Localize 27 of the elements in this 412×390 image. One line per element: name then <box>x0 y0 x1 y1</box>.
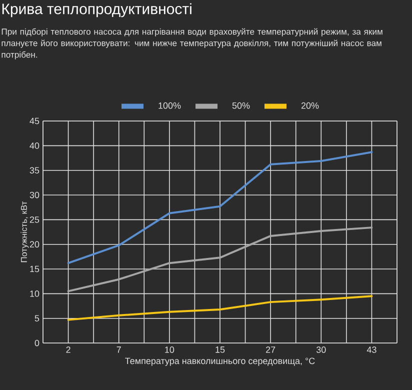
legend-label: 100% <box>158 102 181 109</box>
y-tick-label: 45 <box>30 118 40 124</box>
x-tick-label: 27 <box>266 346 276 353</box>
line-series <box>67 226 373 292</box>
y-tick-label: 10 <box>30 290 40 297</box>
line-series <box>67 295 373 321</box>
y-tick-label: 30 <box>30 192 40 198</box>
line-series <box>67 151 373 264</box>
x-tick-label: 10 <box>165 346 174 353</box>
chart-subtitle: При підборі теплового насоса для нагрівання води враховуйте температурний режим, за яким плануєте його використовувати: чим нижче температура довкілля, тим потужніший насос вам потрібен. <box>2 28 382 60</box>
y-tick-label: 25 <box>30 216 40 223</box>
x-tick-label: 2 <box>66 346 70 353</box>
y-tick-label: 35 <box>30 167 40 174</box>
x-tick-label: 43 <box>366 346 376 353</box>
y-tick-label: 20 <box>30 241 40 248</box>
x-tick-label: 30 <box>316 346 326 353</box>
y-tick-label: 15 <box>30 266 40 272</box>
y-axis-title: Потужність, кВт <box>20 201 29 262</box>
chart-title: Крива теплопродуктивності <box>2 3 192 18</box>
x-tick-label: 7 <box>116 346 121 353</box>
legend-label: 50% <box>232 102 250 109</box>
y-tick-label: 0 <box>34 340 40 346</box>
legend-label: 20% <box>301 102 319 109</box>
x-axis-title: Температура навколишнього середовища, °C <box>125 358 315 366</box>
y-tick-label: 5 <box>34 315 40 322</box>
x-tick-label: 15 <box>216 346 225 353</box>
y-tick-label: 40 <box>30 142 40 149</box>
